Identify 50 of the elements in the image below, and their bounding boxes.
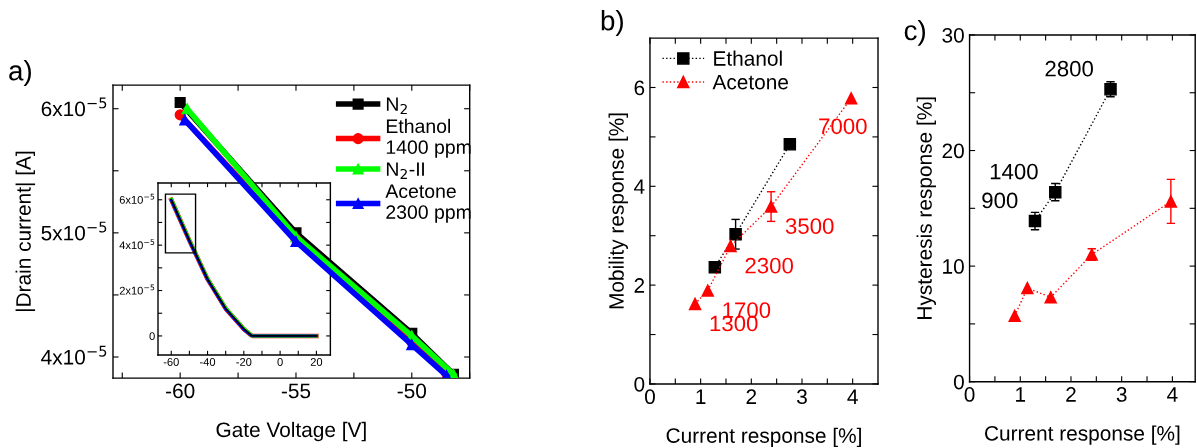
x-tick-label: -60 <box>163 358 179 366</box>
y-tick-label: 6 <box>634 80 645 96</box>
x-tick-label: -55 <box>281 383 311 399</box>
x-tick-label: 3 <box>1116 387 1127 402</box>
x-axis-title: Current response [%] <box>985 425 1180 445</box>
legend-label: Ethanol <box>714 50 782 66</box>
annotation: 1400 <box>990 163 1038 180</box>
x-tick-label: 0 <box>644 389 655 405</box>
y-tick-label: 10 <box>943 259 964 274</box>
x-tick-label: 4 <box>847 389 858 404</box>
x-tick-label: -60 <box>166 383 195 399</box>
y-tick-label: 0 <box>149 332 155 341</box>
y-tick-label: 2x10$^{−5}$ <box>119 284 155 295</box>
x-axis-title: Current response [%] <box>666 427 861 448</box>
y-tick-label: 4 <box>634 179 645 194</box>
annotation: 3500 <box>785 218 834 234</box>
legend-label: Acetone <box>712 74 788 90</box>
x-tick-label: 20 <box>310 358 323 366</box>
annotation: 900 <box>982 192 1018 209</box>
y-tick-label: 20 <box>942 143 964 159</box>
y-tick-label: 2 <box>634 278 645 293</box>
annotation: 7000 <box>819 118 867 135</box>
annotation: 2800 <box>1045 60 1093 77</box>
x-tick-label: 0 <box>277 358 283 366</box>
annotation: 2300 <box>745 257 793 274</box>
chart-title: a) <box>9 60 31 86</box>
x-tick-label: 0 <box>964 387 975 402</box>
y-axis-title: |Drain current| [A] <box>15 151 36 311</box>
legend-label: N$_{2}$ <box>386 97 407 115</box>
x-tick-label: 3 <box>796 389 807 405</box>
x-tick-label: 1 <box>696 389 706 404</box>
x-tick-label: 1 <box>1016 387 1026 402</box>
x-tick-label: 2 <box>1066 387 1076 402</box>
y-axis-title: Mobility response [%] <box>608 113 628 309</box>
chart-title: b) <box>601 10 623 36</box>
x-tick-label: -50 <box>397 383 427 399</box>
y-tick-label: 6x10$^{−5}$ <box>119 193 155 204</box>
x-tick-label: 2 <box>746 389 757 404</box>
legend-label: N$_{2}$-II <box>386 162 424 179</box>
x-axis-title: Gate Voltage [V] <box>216 421 366 442</box>
y-tick-label: 30 <box>942 27 964 43</box>
y-axis-title: Hysteresis response [%] <box>916 97 936 319</box>
y-tick-label: 4x10$^{−5}$ <box>41 345 107 365</box>
x-tick-label: -40 <box>200 358 216 366</box>
x-tick-label: -20 <box>236 358 252 366</box>
y-tick-label: 4x10$^{−5}$ <box>119 239 155 250</box>
chart-title: c) <box>904 19 925 46</box>
x-tick-label: 4 <box>1167 387 1178 402</box>
y-tick-label: 6x10$^{−5}$ <box>41 97 107 117</box>
y-tick-label: 5x10$^{−5}$ <box>41 221 107 241</box>
